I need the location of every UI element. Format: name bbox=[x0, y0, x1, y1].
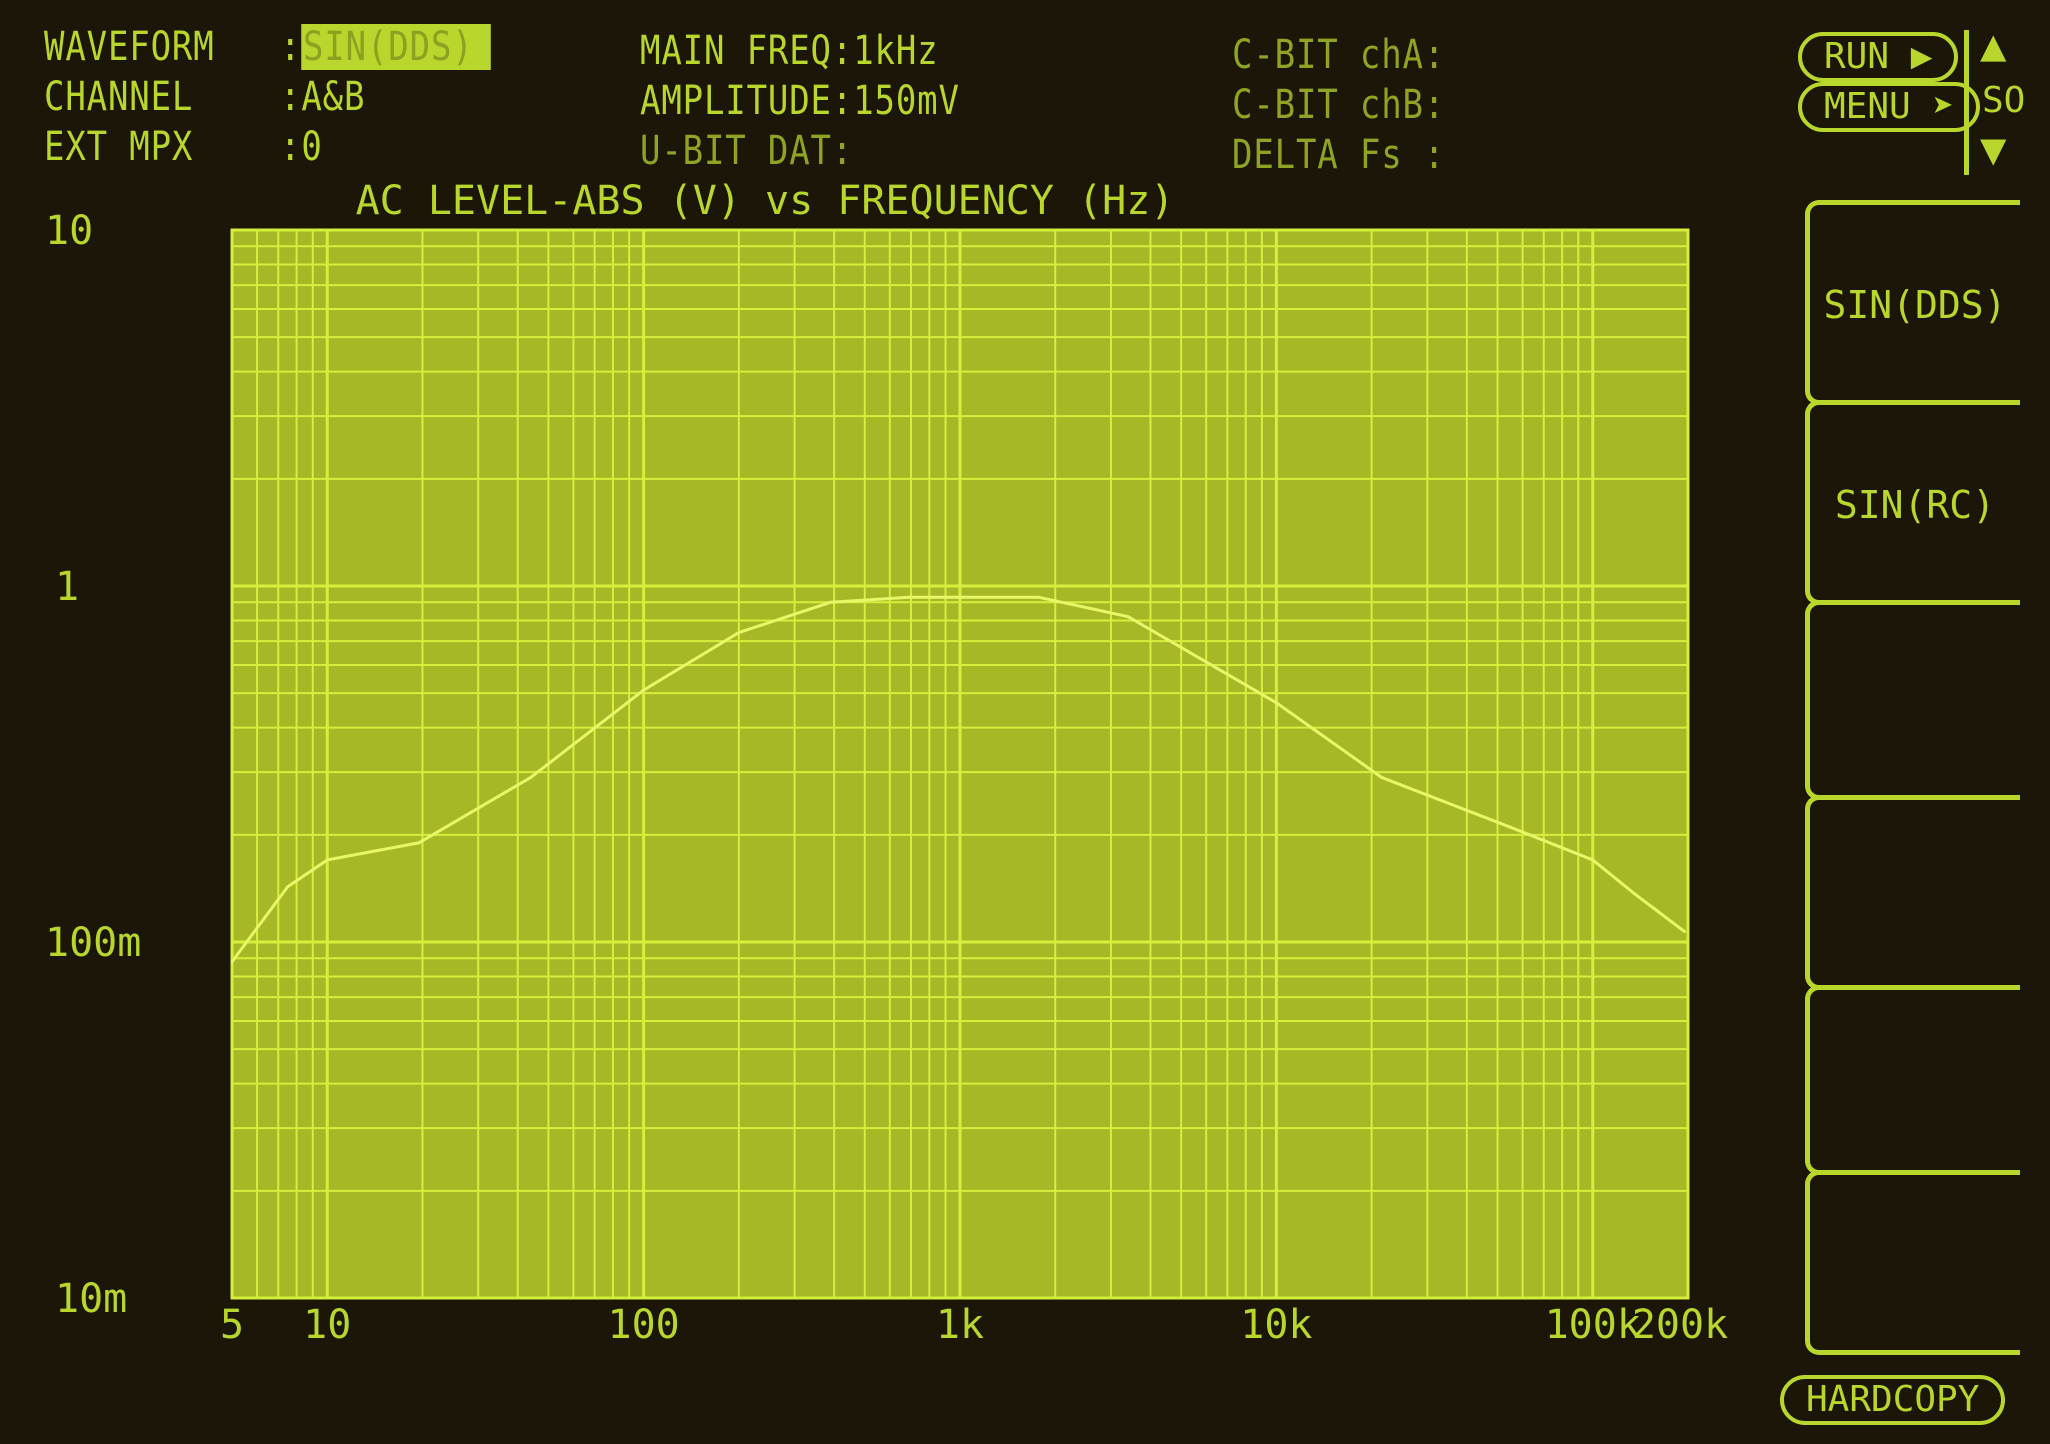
softkey-6[interactable] bbox=[1805, 1170, 2020, 1355]
ext-mpx-value: 0 bbox=[301, 124, 323, 170]
y-tick-label: 10 bbox=[45, 208, 93, 254]
data-point bbox=[1509, 825, 1513, 829]
scroll-down-icon[interactable]: ▼ bbox=[1980, 124, 2007, 175]
data-point bbox=[642, 688, 646, 692]
chart-title: AC LEVEL-ABS (V) vs FREQUENCY (Hz) bbox=[356, 178, 1175, 224]
data-point bbox=[958, 595, 962, 599]
scroll-label: SO bbox=[1982, 80, 2026, 121]
x-tick-label: 5 bbox=[220, 1302, 244, 1348]
menu-button[interactable]: MENU ➤ bbox=[1798, 82, 1981, 132]
data-point bbox=[1380, 775, 1384, 779]
waveform-field[interactable]: :SIN(DDS) bbox=[280, 24, 491, 70]
hardcopy-label: HARDCOPY bbox=[1806, 1379, 1980, 1420]
delta-fs: DELTA Fs : bbox=[1232, 132, 1446, 178]
x-tick-label: 100 bbox=[607, 1302, 679, 1348]
data-point bbox=[529, 775, 533, 779]
cbit-chb: C-BIT chB: bbox=[1232, 82, 1446, 128]
run-label: RUN bbox=[1824, 36, 1890, 77]
waveform-value[interactable]: SIN(DDS) bbox=[301, 24, 491, 70]
softkey-1-label: SIN(DDS) bbox=[1823, 283, 2007, 327]
data-point bbox=[829, 600, 833, 604]
cbit-cha: C-BIT chA: bbox=[1232, 32, 1446, 78]
waveform-label: WAVEFORM bbox=[44, 24, 215, 70]
y-tick-label: 1 bbox=[55, 564, 79, 610]
data-point bbox=[417, 841, 421, 845]
data-point bbox=[1036, 595, 1040, 599]
ext-mpx-label: EXT MPX bbox=[44, 124, 194, 170]
channel-label: CHANNEL bbox=[44, 74, 194, 120]
x-tick-label: 100k bbox=[1545, 1302, 1641, 1348]
arrow-right-icon: ▶ bbox=[1910, 36, 1933, 77]
data-point bbox=[1274, 701, 1278, 705]
channel-value: A&B bbox=[301, 74, 366, 120]
run-button[interactable]: RUN ▶ bbox=[1798, 32, 1959, 82]
x-tick-label: 10 bbox=[303, 1302, 351, 1348]
data-point bbox=[1126, 615, 1130, 619]
data-point bbox=[1632, 891, 1636, 895]
main-freq: MAIN FREQ:1kHz bbox=[640, 28, 939, 74]
amplitude: AMPLITUDE:150mV bbox=[640, 78, 960, 124]
data-point bbox=[286, 885, 290, 889]
menu-label: MENU bbox=[1824, 86, 1911, 127]
channel-field[interactable]: :A&B bbox=[280, 74, 366, 120]
x-tick-label: 200k bbox=[1632, 1302, 1728, 1348]
data-point bbox=[325, 858, 329, 862]
series-line bbox=[230, 595, 1686, 963]
divider bbox=[1964, 30, 1969, 175]
data-point bbox=[230, 960, 234, 964]
x-tick-label: 1k bbox=[936, 1302, 984, 1348]
y-tick-label: 10m bbox=[55, 1276, 127, 1322]
ext-mpx-field[interactable]: :0 bbox=[280, 124, 323, 170]
scroll-up-icon[interactable]: ▲ bbox=[1980, 20, 2007, 71]
data-point bbox=[1683, 930, 1687, 934]
y-tick-label: 100m bbox=[45, 920, 141, 966]
x-tick-label: 10k bbox=[1240, 1302, 1312, 1348]
data-point bbox=[737, 631, 741, 635]
ubit-dat: U-BIT DAT: bbox=[640, 128, 854, 174]
data-point bbox=[907, 595, 911, 599]
data-point bbox=[1591, 858, 1595, 862]
softkey-2-label: SIN(RC) bbox=[1834, 483, 1996, 527]
hardcopy-button[interactable]: HARDCOPY bbox=[1780, 1375, 2006, 1425]
pointer-icon: ➤ bbox=[1932, 86, 1955, 127]
